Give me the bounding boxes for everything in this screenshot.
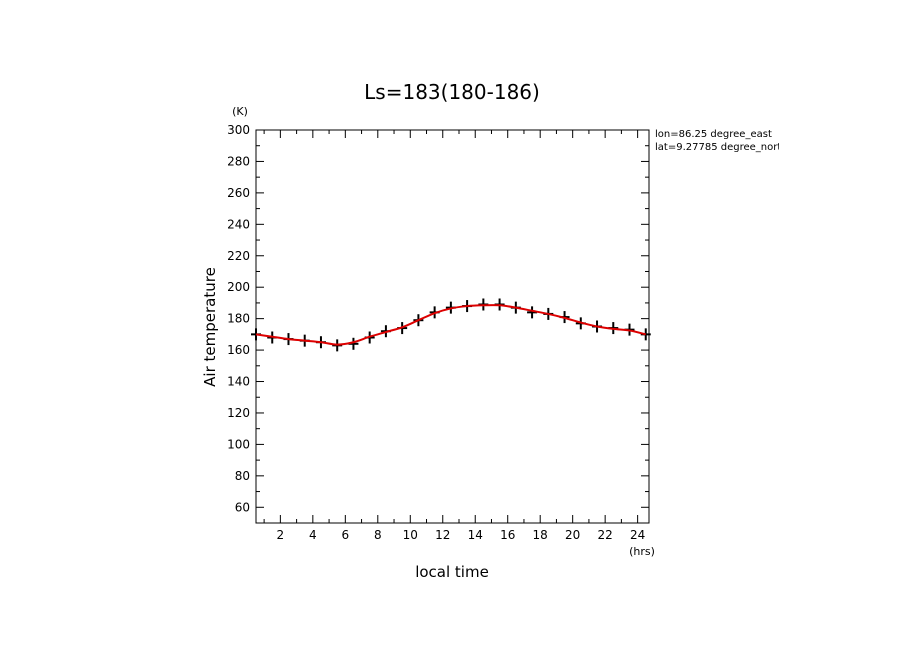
- y-tick-label: 80: [235, 469, 250, 483]
- x-tick-label: 6: [341, 528, 349, 542]
- x-axis-label: local time: [415, 563, 489, 581]
- fit-line: [255, 304, 646, 346]
- y-tick-label: 300: [227, 123, 250, 137]
- x-tick-label: 20: [565, 528, 580, 542]
- plot-frame: [255, 129, 650, 524]
- x-tick-label: 10: [403, 528, 418, 542]
- x-tick-label: 24: [630, 528, 645, 542]
- x-tick-label: 12: [435, 528, 450, 542]
- x-tick-label: 22: [598, 528, 613, 542]
- x-tick-label: 16: [500, 528, 515, 542]
- y-tick-label: 100: [227, 437, 250, 451]
- x-tick-label: 18: [533, 528, 548, 542]
- lat-annotation: lat=9.27785 degree_north: [655, 142, 779, 153]
- y-axis-label: Air temperature: [201, 267, 219, 387]
- x-tick-label: 4: [309, 528, 317, 542]
- lon-annotation: lon=86.25 degree_east: [655, 129, 772, 140]
- x-tick-label: 2: [277, 528, 285, 542]
- x-tick-label: 14: [468, 528, 483, 542]
- y-tick-label: 200: [227, 280, 250, 294]
- y-tick-label: 180: [227, 312, 250, 326]
- y-axis-unit: (K): [232, 105, 248, 118]
- y-tick-label: 140: [227, 375, 250, 389]
- y-tick-label: 260: [227, 186, 250, 200]
- y-tick-label: 280: [227, 154, 250, 168]
- x-tick-label: 8: [374, 528, 382, 542]
- data-series: [251, 298, 651, 352]
- y-tick-label: 220: [227, 249, 250, 263]
- chart-title: Ls=183(180-186): [364, 80, 540, 104]
- y-tick-label: 160: [227, 343, 250, 357]
- y-tick-label: 120: [227, 406, 250, 420]
- axis-ticks: 2 4 6 8 10 12 14 16 18 20 22 2460801001201401601802…: [227, 123, 649, 542]
- y-tick-label: 60: [235, 500, 250, 514]
- x-axis-unit: (hrs): [629, 545, 655, 558]
- y-tick-label: 240: [227, 217, 250, 231]
